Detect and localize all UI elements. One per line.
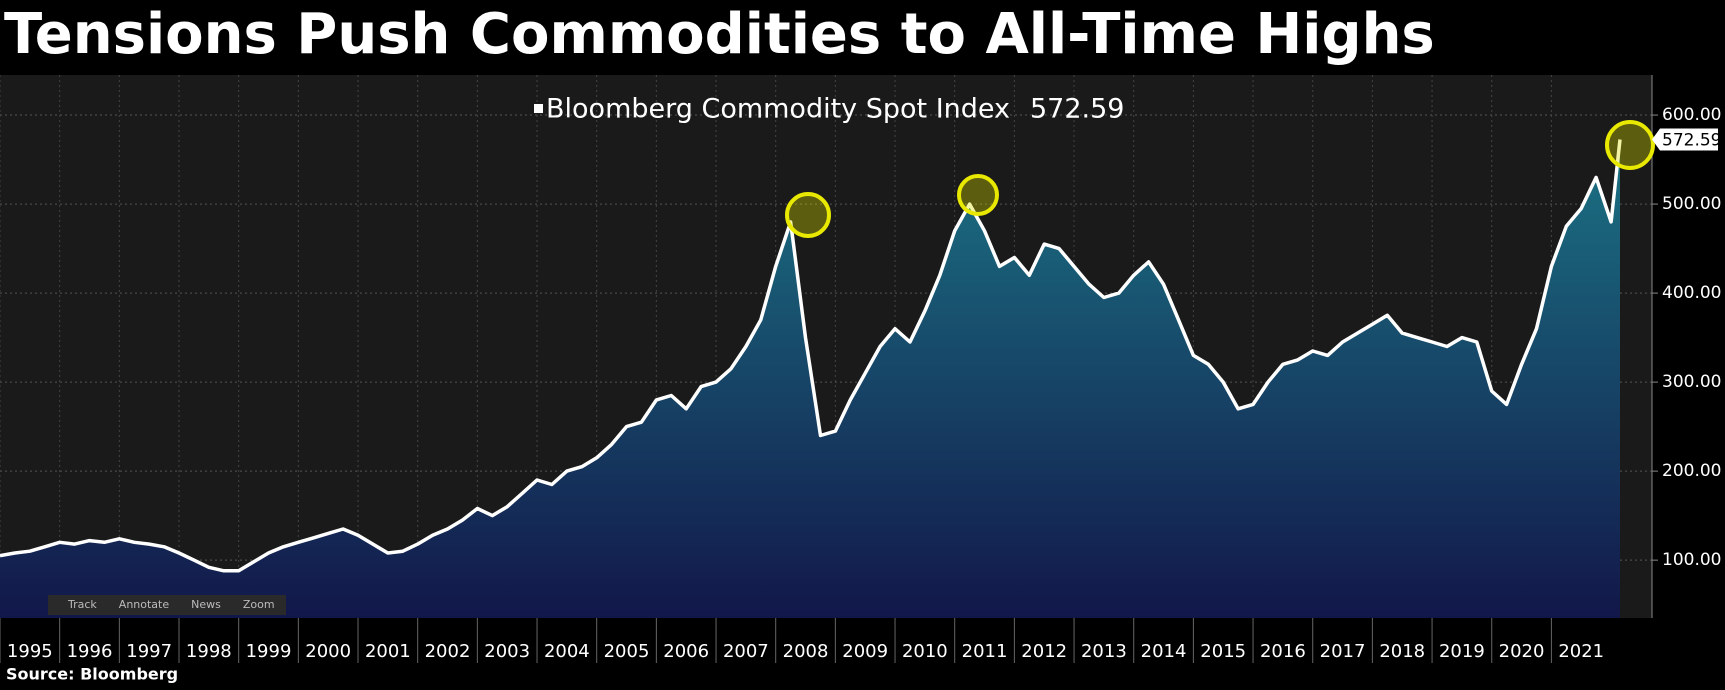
- x-tick-label: 2007: [723, 641, 769, 662]
- x-tick-label: 1995: [7, 641, 53, 662]
- toolbar-button[interactable]: Zoom: [243, 598, 275, 611]
- x-tick-label: 1997: [126, 641, 172, 662]
- source: Source: Bloomberg: [6, 665, 178, 684]
- y-tick-label: 600.00: [1662, 105, 1721, 125]
- x-tick-label: 1996: [67, 641, 113, 662]
- last-value-tag: [1652, 128, 1718, 151]
- x-tick-label: 2002: [425, 641, 471, 662]
- highlight-circle: [1605, 120, 1655, 170]
- legend: Bloomberg Commodity Spot Index 572.59: [534, 94, 1124, 125]
- chart-title: Tensions Push Commodities to All-Time Hi…: [4, 2, 1435, 67]
- legend-swatch: [534, 104, 543, 113]
- x-tick-label: 2021: [1558, 641, 1604, 662]
- x-tick-label: 2010: [902, 641, 948, 662]
- x-tick-label: 2014: [1141, 641, 1187, 662]
- x-tick-label: 2009: [842, 641, 888, 662]
- x-tick-label: 2004: [544, 641, 590, 662]
- y-tick-label: 200.00: [1662, 461, 1721, 481]
- toolbar-bg: [48, 595, 286, 615]
- x-tick-label: 2006: [663, 641, 709, 662]
- x-tick-label: 2011: [962, 641, 1008, 662]
- x-axis-band: [0, 618, 1652, 665]
- x-tick-label: 2012: [1021, 641, 1067, 662]
- x-tick-label: 2019: [1439, 641, 1485, 662]
- x-tick-label: 2018: [1379, 641, 1425, 662]
- x-tick-label: 2020: [1499, 641, 1545, 662]
- toolbar-button[interactable]: Annotate: [119, 598, 170, 611]
- x-tick-label: 2013: [1081, 641, 1127, 662]
- legend-label: Bloomberg Commodity Spot Index: [546, 94, 1010, 125]
- legend-value: 572.59: [1030, 94, 1124, 125]
- y-tick-label: 100.00: [1662, 550, 1721, 570]
- last-value-label: 572.59: [1662, 130, 1721, 150]
- x-tick-label: 2008: [783, 641, 829, 662]
- x-tick-label: 2003: [484, 641, 530, 662]
- x-tick-label: 2005: [604, 641, 650, 662]
- y-tick-label: 500.00: [1662, 194, 1721, 214]
- x-tick-label: 1998: [186, 641, 232, 662]
- toolbar-button[interactable]: Track: [67, 598, 97, 611]
- x-tick-label: 2016: [1260, 641, 1306, 662]
- y-tick-label: 300.00: [1662, 372, 1721, 392]
- x-tick-label: 2017: [1320, 641, 1366, 662]
- highlight-circle: [785, 192, 831, 238]
- y-tick-label: 400.00: [1662, 283, 1721, 303]
- toolbar-button[interactable]: News: [191, 598, 221, 611]
- area-fill: [0, 139, 1621, 618]
- toolbar: Track Annotate News Zoom: [48, 595, 286, 615]
- highlight-circle: [957, 174, 999, 216]
- series-line: [0, 139, 1622, 573]
- x-tick-label: 2015: [1200, 641, 1246, 662]
- x-tick-label: 2000: [305, 641, 351, 662]
- x-tick-label: 2001: [365, 641, 411, 662]
- x-tick-label: 1999: [246, 641, 292, 662]
